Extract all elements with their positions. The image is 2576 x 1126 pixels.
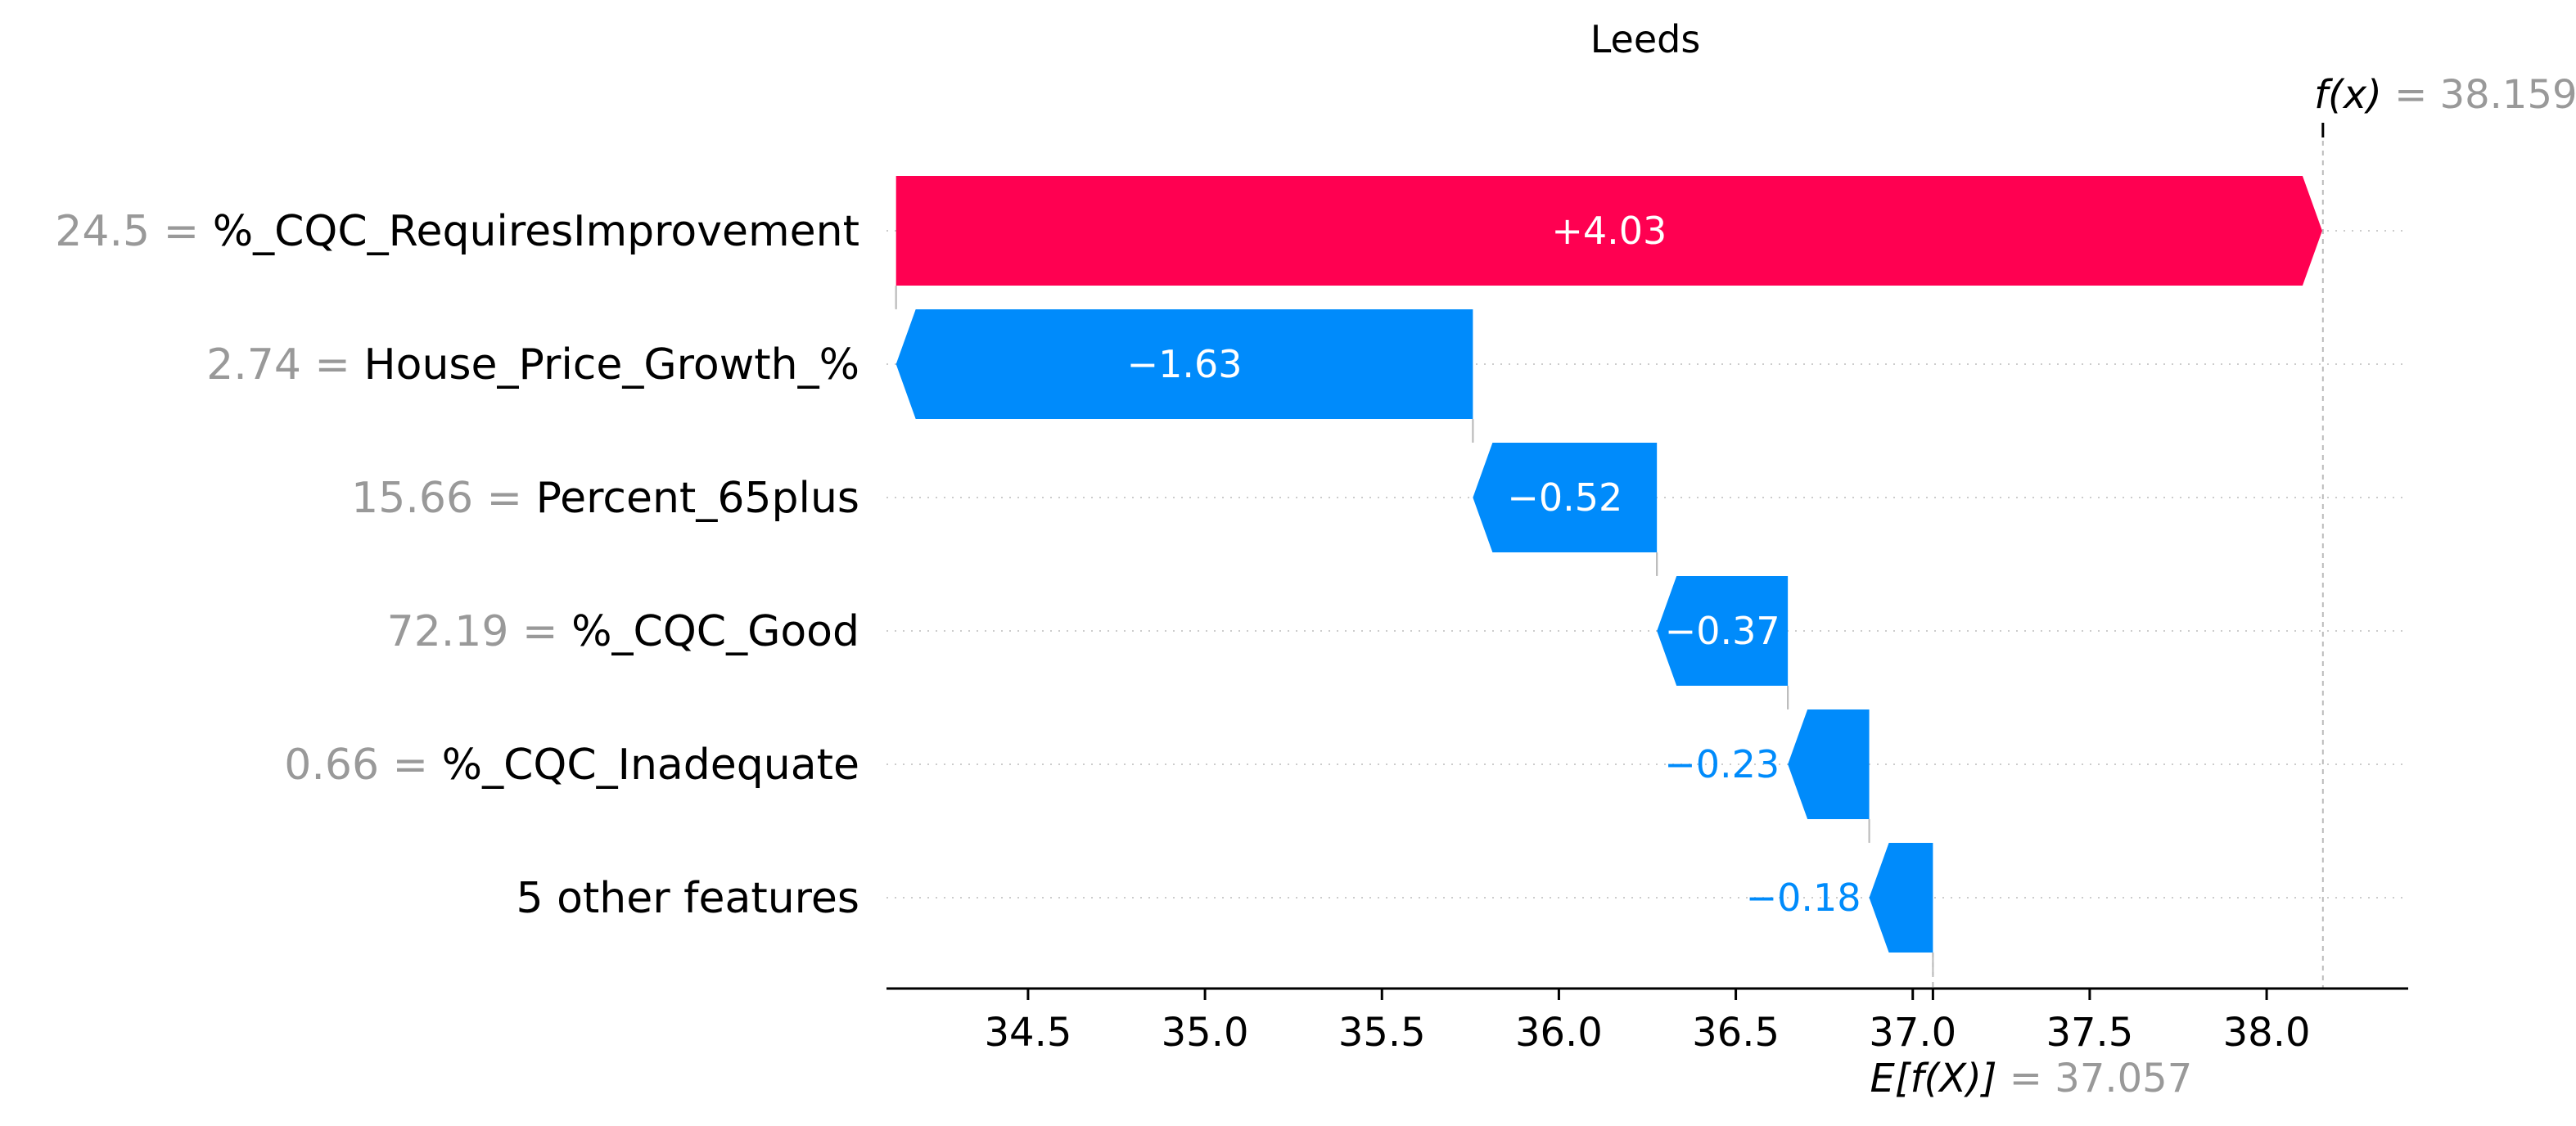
- contribution-bar: [1473, 443, 1658, 552]
- feature-value: 0.66 =: [284, 741, 441, 790]
- base-value-label: E[f(X)]: [1870, 1056, 1997, 1101]
- x-tick-label: 37.5: [2046, 1010, 2133, 1056]
- contribution-bar: [1869, 843, 1933, 953]
- bar-value-label: +4.03: [1551, 209, 1667, 253]
- feature-name: 5 other features: [516, 874, 859, 923]
- bar-value-label: −0.23: [1664, 742, 1780, 786]
- contribution-bars: [896, 176, 2322, 953]
- x-axis: 34.5 35.0 35.5 36.0 36.5 37.0 37.5 38.0: [886, 987, 2408, 1056]
- output-value-annotation: f(x) = 38.159: [2314, 72, 2576, 118]
- output-value-label: f(x): [2314, 72, 2382, 118]
- base-value-annotation: E[f(X)] = 37.057: [1870, 1056, 2193, 1101]
- x-tick-label: 36.5: [1692, 1010, 1780, 1056]
- feature-name: House_Price_Growth_%: [364, 340, 859, 390]
- feature-name: %_CQC_Good: [571, 607, 859, 656]
- feature-name: %_CQC_RequiresImprovement: [213, 207, 859, 256]
- feature-value: 15.66 =: [351, 474, 536, 523]
- x-tick-label: 37.0: [1869, 1010, 1956, 1056]
- x-tick-label: 34.5: [984, 1010, 1071, 1056]
- feature-value: 72.19 =: [387, 607, 572, 656]
- connector-lines: [895, 131, 2324, 989]
- bar-value-label: −0.37: [1665, 609, 1780, 653]
- feature-value: 2.74 =: [206, 340, 363, 390]
- contribution-bar: [1788, 709, 1870, 819]
- feature-labels: +4.03 24.5 = %_CQC_RequiresImprovement −1.…: [55, 207, 1861, 923]
- feature-label: 24.5 = %_CQC_RequiresImprovement: [55, 207, 859, 256]
- output-value-text: = 38.159: [2382, 72, 2576, 118]
- feature-label: 5 other features: [516, 874, 859, 923]
- value-annotations: f(x) = 38.159 E[f(X)] = 37.057: [1870, 72, 2576, 1101]
- contribution-bar: [896, 176, 2322, 286]
- x-tick-label: 36.0: [1515, 1010, 1603, 1056]
- feature-name: %_CQC_Inadequate: [442, 741, 859, 790]
- feature-label: 0.66 = %_CQC_Inadequate: [284, 741, 859, 790]
- bar-value-label: −1.63: [1127, 342, 1243, 386]
- feature-label: 15.66 = Percent_65plus: [351, 474, 859, 523]
- feature-value: 24.5 =: [55, 207, 212, 256]
- contribution-bar: [1657, 576, 1789, 686]
- feature-label: 72.19 = %_CQC_Good: [387, 607, 859, 656]
- x-tick-label: 35.5: [1338, 1010, 1426, 1056]
- x-tick-label: 35.0: [1162, 1010, 1249, 1056]
- chart-title: Leeds: [1590, 17, 1701, 61]
- feature-name: Percent_65plus: [536, 474, 859, 523]
- bar-value-label: −0.18: [1746, 876, 1861, 920]
- contribution-bar: [896, 309, 1473, 419]
- base-value-text: = 37.057: [1997, 1056, 2193, 1101]
- x-tick-label: 38.0: [2223, 1010, 2311, 1056]
- feature-label: 2.74 = House_Price_Growth_%: [206, 340, 859, 390]
- bar-value-label: −0.52: [1507, 475, 1622, 520]
